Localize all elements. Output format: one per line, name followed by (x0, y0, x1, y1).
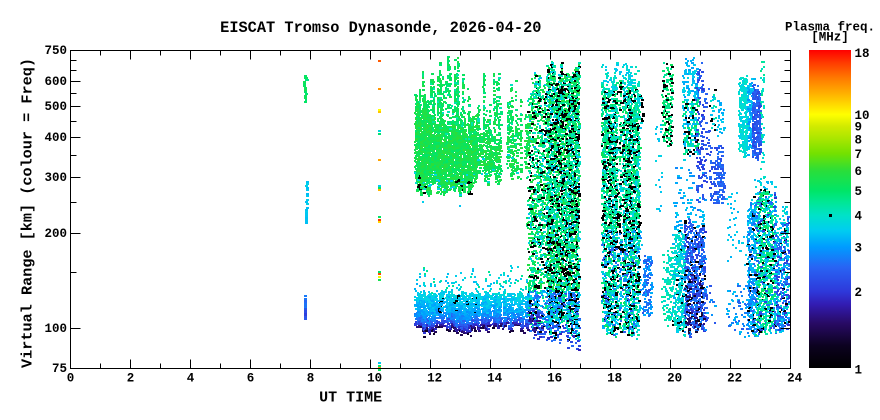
svg-text:10: 10 (367, 372, 382, 386)
svg-text:18: 18 (607, 372, 622, 386)
svg-text:[MHz]: [MHz] (811, 30, 849, 44)
svg-text:75: 75 (52, 362, 67, 376)
svg-text:100: 100 (44, 322, 67, 336)
svg-text:2: 2 (127, 372, 135, 386)
svg-text:9: 9 (855, 120, 863, 134)
svg-text:16: 16 (547, 372, 562, 386)
svg-text:4: 4 (187, 372, 195, 386)
svg-text:400: 400 (44, 131, 67, 145)
svg-text:2: 2 (855, 286, 863, 300)
svg-text:14: 14 (487, 372, 503, 386)
svg-text:0: 0 (67, 372, 75, 386)
svg-text:6: 6 (247, 372, 255, 386)
svg-text:7: 7 (855, 148, 863, 162)
svg-text:6: 6 (855, 165, 863, 179)
svg-text:10: 10 (855, 109, 870, 123)
svg-text:22: 22 (727, 372, 742, 386)
svg-text:200: 200 (44, 227, 67, 241)
svg-text:5: 5 (855, 185, 863, 199)
svg-text:Plasma freq.: Plasma freq. (785, 20, 875, 34)
svg-text:8: 8 (307, 372, 315, 386)
svg-text:750: 750 (44, 44, 67, 58)
svg-text:300: 300 (44, 171, 67, 185)
svg-text:20: 20 (667, 372, 682, 386)
svg-text:1: 1 (855, 364, 863, 378)
svg-text:500: 500 (44, 100, 67, 114)
svg-text:4: 4 (855, 210, 863, 224)
svg-text:12: 12 (427, 372, 442, 386)
svg-text:3: 3 (855, 241, 863, 255)
svg-text:8: 8 (855, 133, 863, 147)
svg-text:600: 600 (44, 75, 67, 89)
svg-text:UT TIME: UT TIME (319, 390, 382, 407)
svg-text:24: 24 (787, 372, 803, 386)
svg-text:Virtual Range [km] (colour = F: Virtual Range [km] (colour = Freq) (19, 58, 37, 368)
svg-text:18: 18 (855, 47, 870, 61)
svg-text:EISCAT Tromso Dynasonde, 2026-: EISCAT Tromso Dynasonde, 2026-04-20 (220, 19, 541, 37)
